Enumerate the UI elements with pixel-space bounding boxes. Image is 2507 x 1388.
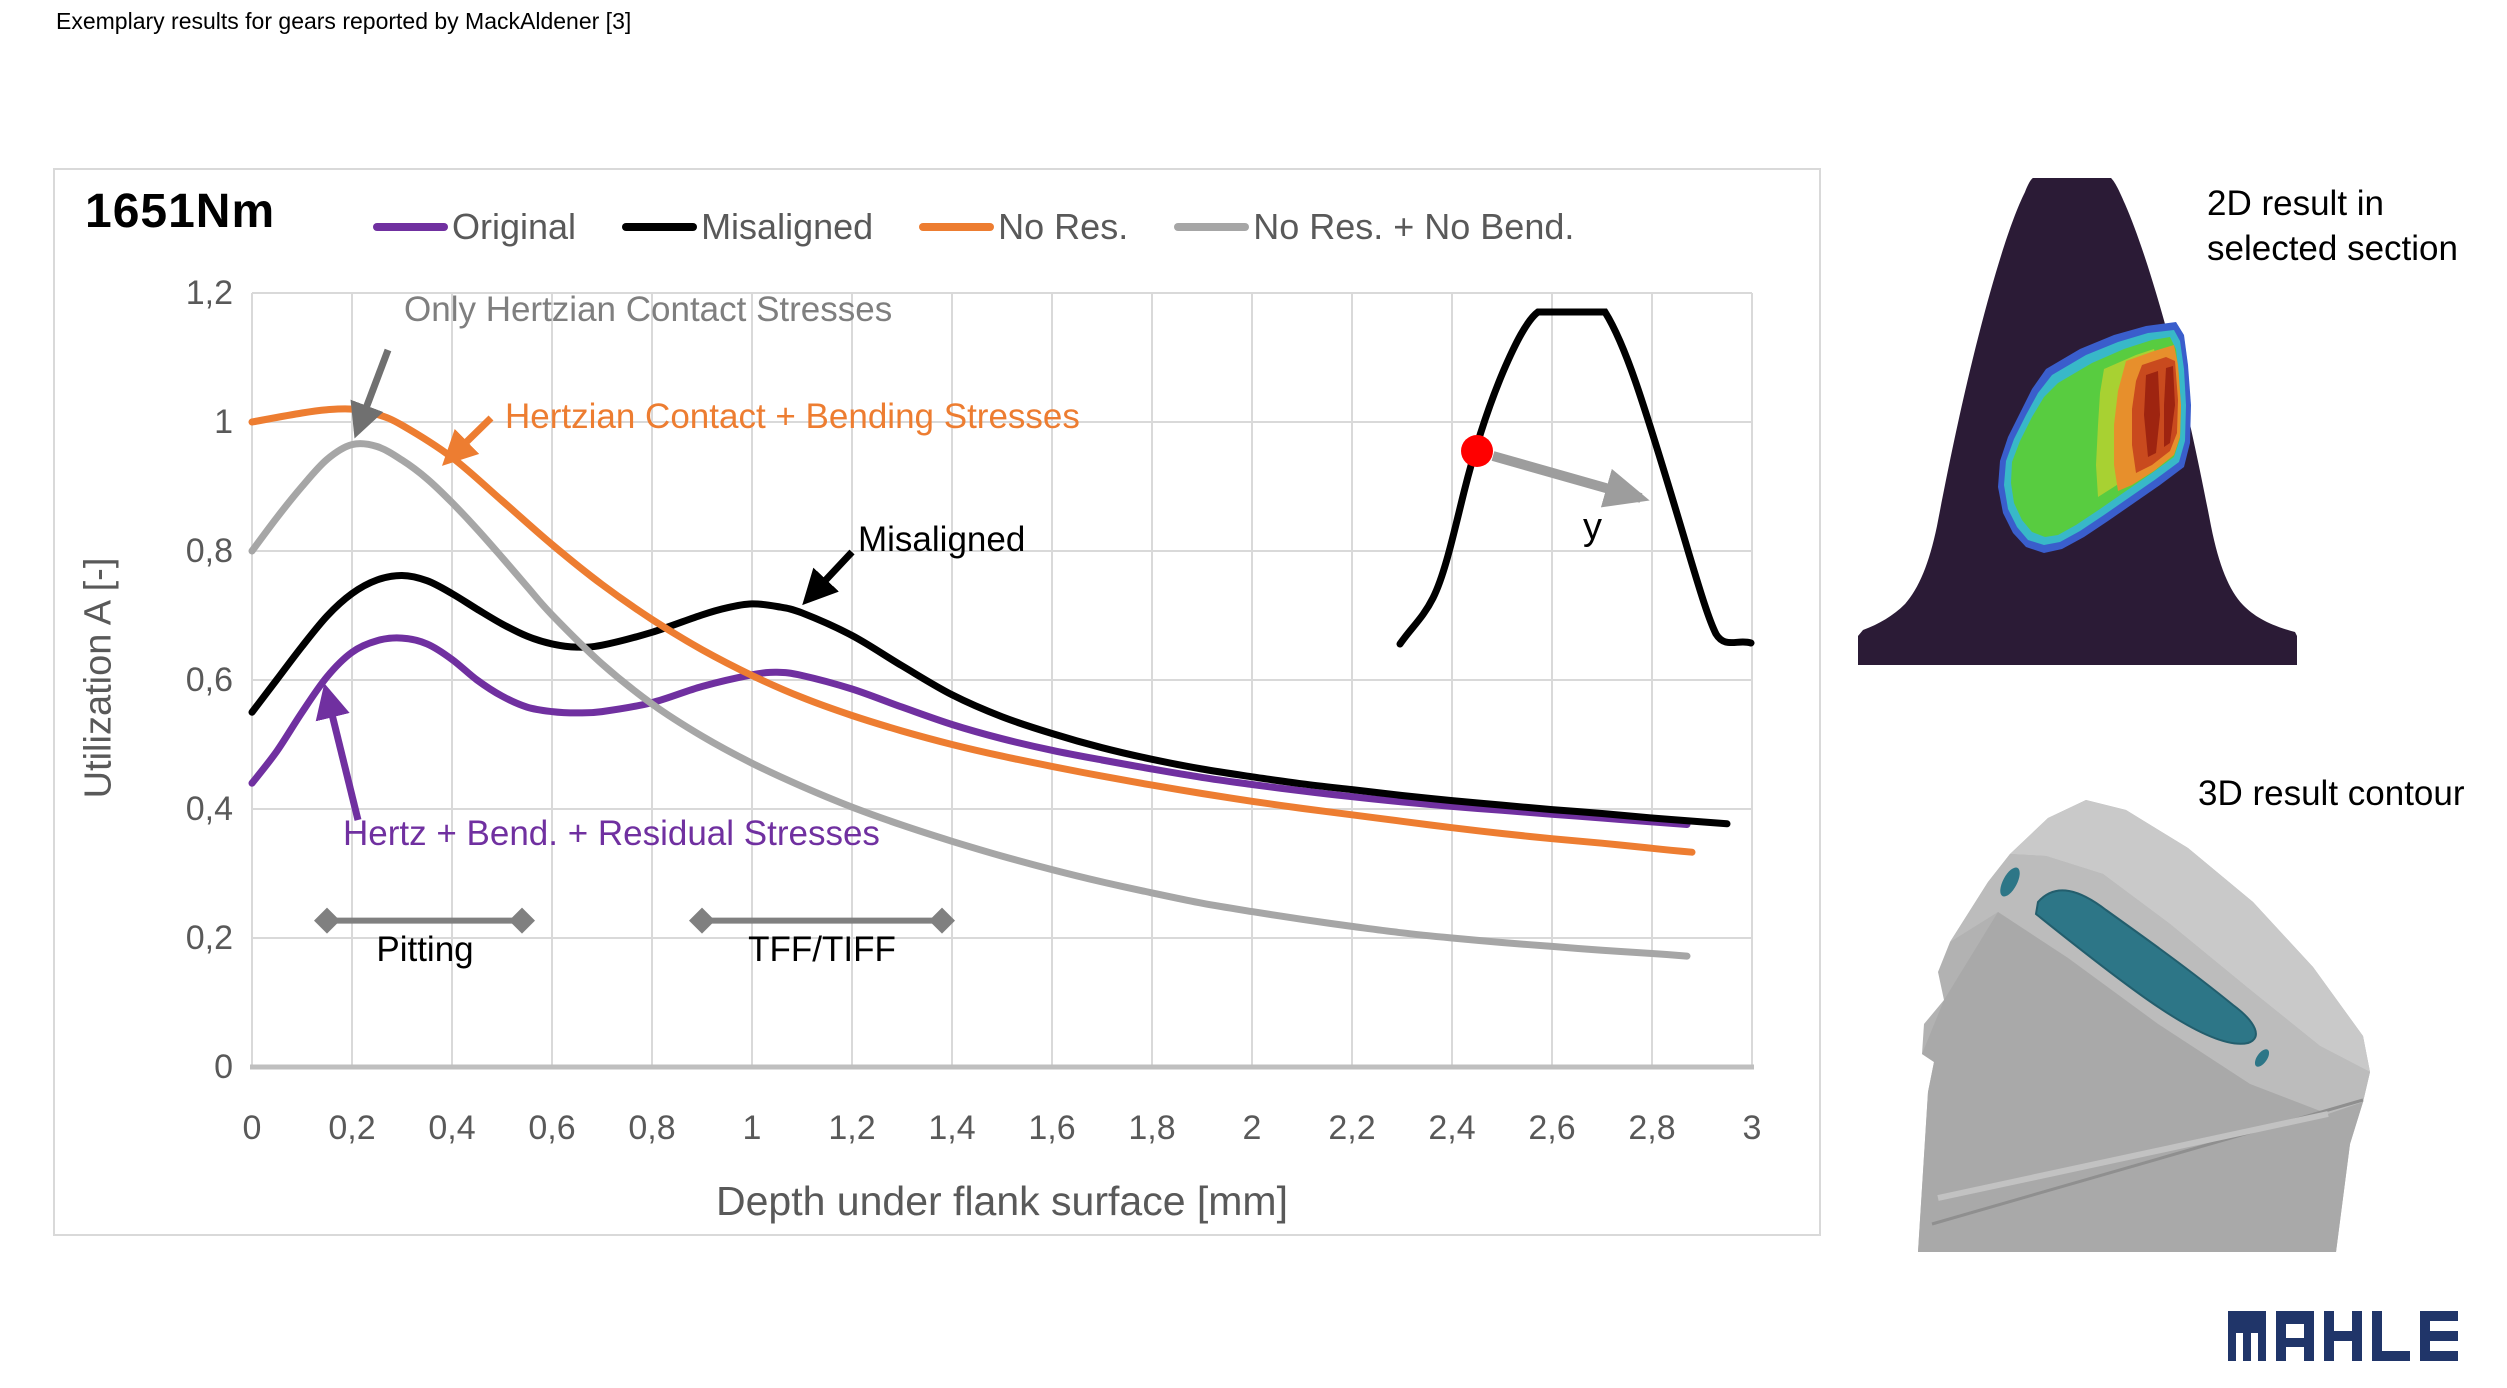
legend-label: No Res. <box>998 206 1129 247</box>
chart-legend: Original Misaligned No Res. No Res. + No Be… <box>373 206 1574 248</box>
data-series-curves <box>248 405 1731 960</box>
fem-stress-contour <box>1998 322 2191 553</box>
x-tick-label: 2,8 <box>1628 1109 1676 1147</box>
annotation-misaligned: Misaligned <box>858 520 1026 559</box>
legend-label: Misaligned <box>701 206 874 247</box>
x-tick-label: 0,8 <box>628 1109 676 1147</box>
legend-item-original: Original <box>373 206 576 248</box>
range-markers <box>314 907 955 934</box>
x-tick-label: 1,2 <box>828 1109 876 1147</box>
gear-3d-body <box>1918 800 2370 1252</box>
curve-no-res <box>248 405 1696 856</box>
legend-dash-icon <box>373 223 448 231</box>
x-tick-label: 2,4 <box>1428 1109 1476 1147</box>
legend-label: No Res. + No Bend. <box>1253 206 1575 247</box>
legend-item-no-res: No Res. <box>919 206 1128 248</box>
x-tick-label: 1,8 <box>1128 1109 1176 1147</box>
x-tick-label: 3 <box>1742 1109 1762 1147</box>
x-tick-label: 1,4 <box>928 1109 976 1147</box>
evaluation-point-dot <box>1461 435 1493 467</box>
range-diamond <box>509 907 535 934</box>
curve-no-res-no-bend <box>248 440 1691 960</box>
x-tick-label: 2,6 <box>1528 1109 1576 1147</box>
caption-2d-result: 2D result in selected section <box>2207 182 2458 272</box>
annotation-hertz-bend-residual: Hertz + Bend. + Residual Stresses <box>343 814 880 853</box>
curve-misaligned <box>248 571 1731 828</box>
y-tick-label: 0,2 <box>185 919 233 957</box>
legend-item-no-res-no-bend: No Res. + No Bend. <box>1174 206 1574 248</box>
range-diamond <box>929 907 955 934</box>
legend-item-misaligned: Misaligned <box>622 206 873 248</box>
y-tick-label: 1,2 <box>185 274 233 312</box>
x-tick-label: 0 <box>242 1109 262 1147</box>
fem-2d-result-image <box>1858 178 2297 665</box>
hertzian-bending-arrow <box>441 415 494 466</box>
range-label-tff-tiff: TFF/TIFF <box>748 930 896 969</box>
x-tick-label: 1 <box>742 1109 762 1147</box>
chart-plot-svg <box>248 292 1755 1070</box>
legend-dash-icon <box>919 223 995 231</box>
only-hertzian-arrow <box>350 348 392 439</box>
legend-dash-icon <box>1174 223 1250 231</box>
x-tick-label: 2,2 <box>1328 1109 1376 1147</box>
x-tick-label: 0,4 <box>428 1109 476 1147</box>
range-label-pitting: Pitting <box>376 930 474 969</box>
mahle-logo <box>2228 1310 2458 1362</box>
x-tick-label: 0,2 <box>328 1109 376 1147</box>
legend-dash-icon <box>622 223 698 231</box>
curve-original <box>248 634 1691 828</box>
fem-3d-contour-blob <box>2000 867 2270 1067</box>
annotation-only-hertzian: Only Hertzian Contact Stresses <box>404 290 893 329</box>
gear-tooth-sketch <box>1396 308 1755 648</box>
page-title: Exemplary results for gears reported by … <box>56 8 632 34</box>
x-tick-label: 0,6 <box>528 1109 576 1147</box>
y-direction-arrow <box>1491 451 1650 508</box>
caption-2d-line1: 2D result in <box>2207 184 2385 223</box>
mahle-logo-glyphs <box>2228 1311 2458 1361</box>
y-tick-label: 0,8 <box>185 532 233 570</box>
sketch-y-axis-label: y <box>1583 506 1602 548</box>
chart-title: 1651Nm <box>85 185 276 238</box>
caption-2d-line2: selected section <box>2207 228 2458 268</box>
hertz-bend-residual-arrow <box>315 683 362 821</box>
caption-3d-result: 3D result contour <box>2198 774 2465 813</box>
misaligned-arrow <box>802 549 855 606</box>
x-axis-title: Depth under flank surface [mm] <box>716 1178 1288 1224</box>
legend-label: Original <box>452 206 577 247</box>
gridlines <box>250 292 1754 1070</box>
range-diamond <box>689 907 715 934</box>
x-tick-label: 2 <box>1242 1109 1262 1147</box>
fem-3d-result-image <box>1918 800 2370 1252</box>
y-tick-label: 0,6 <box>185 661 233 699</box>
range-diamond <box>314 907 340 934</box>
utilization-chart: 1651Nm Original Misaligned No Res. No Res. … <box>53 168 1821 1236</box>
y-tick-label: 0,4 <box>185 790 233 828</box>
y-tick-label: 1 <box>214 403 233 441</box>
y-tick-label: 0 <box>214 1048 233 1086</box>
annotation-hertzian-bending: Hertzian Contact + Bending Stresses <box>505 397 1080 436</box>
x-tick-label: 1,6 <box>1028 1109 1076 1147</box>
gear-tooth-outline <box>1396 308 1755 648</box>
